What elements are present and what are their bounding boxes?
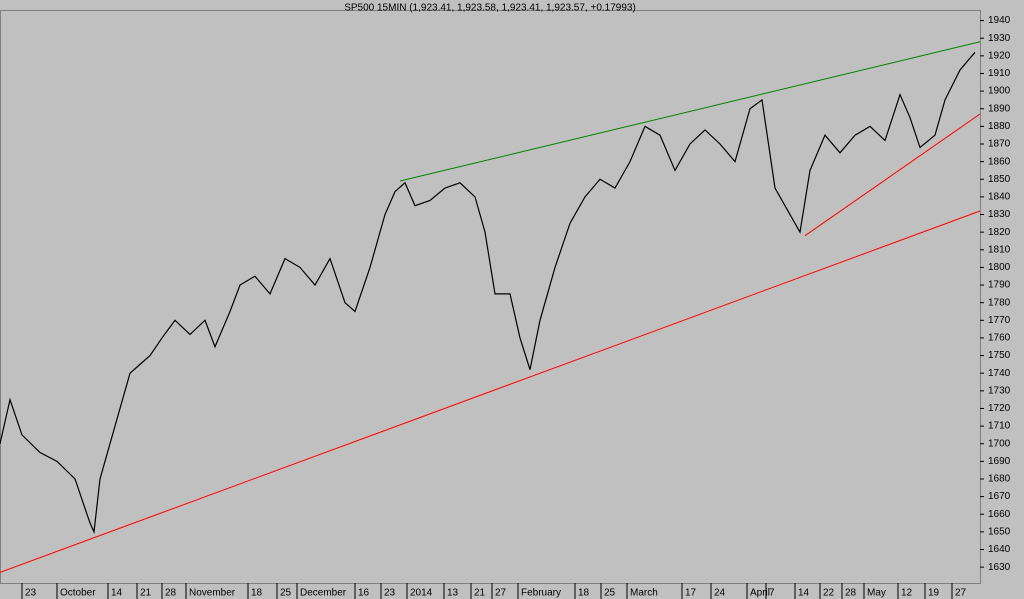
y-tick-label: 1840 bbox=[988, 192, 1011, 203]
x-tick-label: 16 bbox=[358, 588, 370, 599]
y-tick-label: 1640 bbox=[988, 544, 1011, 555]
y-tick-label: 1910 bbox=[988, 68, 1011, 79]
x-tick-label: 21 bbox=[474, 588, 486, 599]
x-tick-label: 17 bbox=[685, 588, 697, 599]
y-tick-label: 1670 bbox=[988, 491, 1011, 502]
plot-frame bbox=[0, 10, 981, 584]
trendline bbox=[0, 210, 981, 573]
y-tick-label: 1730 bbox=[988, 385, 1011, 396]
y-tick-label: 1890 bbox=[988, 103, 1011, 114]
x-tick-label: 12 bbox=[901, 588, 913, 599]
y-tick-label: 1740 bbox=[988, 368, 1011, 379]
x-tick-label: February bbox=[521, 588, 561, 599]
x-tick-label: 23 bbox=[25, 588, 37, 599]
x-tick-label: 19 bbox=[928, 588, 940, 599]
x-tick-label: 28 bbox=[845, 588, 857, 599]
y-tick-label: 1680 bbox=[988, 474, 1011, 485]
y-tick-label: 1900 bbox=[988, 86, 1011, 97]
x-tick-label: 28 bbox=[165, 588, 177, 599]
x-tick-label: 23 bbox=[384, 588, 396, 599]
x-tick-label: 25 bbox=[280, 588, 292, 599]
trendline bbox=[399, 41, 981, 182]
y-tick-label: 1760 bbox=[988, 333, 1011, 344]
x-tick-label: 27 bbox=[955, 588, 967, 599]
x-tick-label: 21 bbox=[140, 588, 152, 599]
y-tick-label: 1830 bbox=[988, 209, 1011, 220]
y-tick-label: 1940 bbox=[988, 15, 1011, 26]
y-tick-label: 1920 bbox=[988, 50, 1011, 61]
y-tick-label: 1870 bbox=[988, 139, 1011, 150]
y-tick-label: 1850 bbox=[988, 174, 1011, 185]
x-tick-label: April bbox=[750, 588, 770, 599]
y-tick-label: 1720 bbox=[988, 403, 1011, 414]
x-tick-label: 2014 bbox=[410, 588, 433, 599]
y-tick-label: 1860 bbox=[988, 156, 1011, 167]
x-tick-label: 18 bbox=[578, 588, 590, 599]
y-tick-label: 1780 bbox=[988, 297, 1011, 308]
y-tick-label: 1700 bbox=[988, 438, 1011, 449]
y-tick-label: 1770 bbox=[988, 315, 1011, 326]
x-tick-label: December bbox=[300, 588, 347, 599]
y-tick-label: 1660 bbox=[988, 509, 1011, 520]
y-tick-label: 1690 bbox=[988, 456, 1011, 467]
x-tick-label: November bbox=[189, 588, 236, 599]
y-tick-label: 1650 bbox=[988, 527, 1011, 538]
x-tick-label: 7 bbox=[769, 588, 775, 599]
y-tick-label: 1790 bbox=[988, 280, 1011, 291]
y-tick-label: 1800 bbox=[988, 262, 1011, 273]
x-tick-label: October bbox=[60, 588, 96, 599]
x-tick-label: 14 bbox=[111, 588, 123, 599]
y-tick-label: 1810 bbox=[988, 244, 1011, 255]
y-tick-label: 1880 bbox=[988, 121, 1011, 132]
x-tick-label: 22 bbox=[823, 588, 835, 599]
x-tick-label: 13 bbox=[447, 588, 459, 599]
x-tick-label: 27 bbox=[495, 588, 507, 599]
y-tick-label: 1750 bbox=[988, 350, 1011, 361]
x-tick-label: 18 bbox=[251, 588, 263, 599]
y-tick-label: 1930 bbox=[988, 33, 1011, 44]
price-line bbox=[0, 51, 976, 535]
x-tick-label: 24 bbox=[714, 588, 726, 599]
x-tick-label: 25 bbox=[604, 588, 616, 599]
x-tick-label: March bbox=[630, 588, 658, 599]
y-tick-label: 1820 bbox=[988, 227, 1011, 238]
x-tick-label: May bbox=[867, 588, 886, 599]
chart-title: SP500 15MIN (1,923.41, 1,923.58, 1,923.4… bbox=[344, 3, 636, 14]
y-tick-label: 1630 bbox=[988, 562, 1011, 573]
trendline bbox=[804, 113, 981, 237]
y-tick-label: 1710 bbox=[988, 421, 1011, 432]
x-tick-label: 14 bbox=[798, 588, 810, 599]
